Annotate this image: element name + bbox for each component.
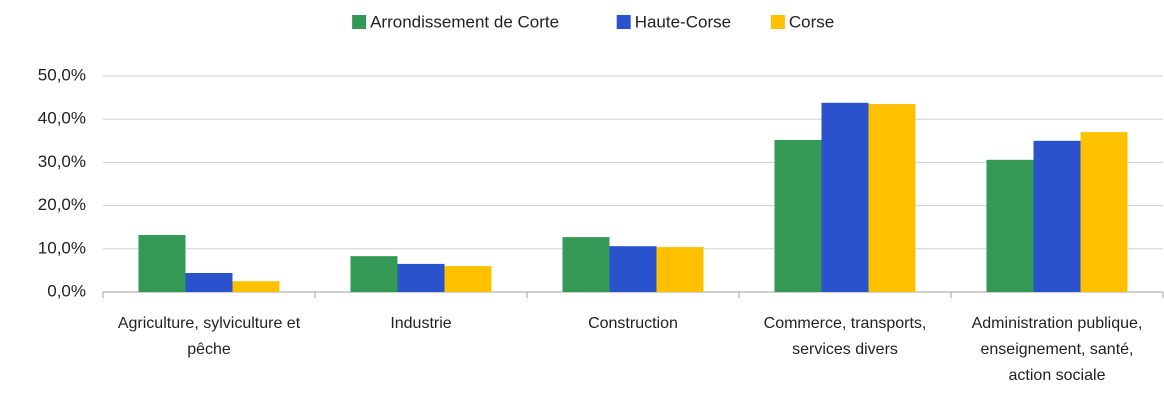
bar (656, 247, 704, 292)
bar (185, 272, 233, 292)
bar (986, 159, 1034, 292)
bar (821, 102, 869, 292)
y-tick-label: 20,0% (38, 195, 86, 214)
x-tick-label: Agriculture, sylviculture et pêche (117, 315, 301, 358)
bar (1033, 140, 1081, 292)
bar (232, 281, 280, 292)
bar (444, 266, 492, 292)
legend-label: Arrondissement de Corte (370, 12, 559, 31)
bar (397, 263, 445, 292)
x-tick-label: Administration publique, enseignement, s… (971, 315, 1143, 384)
legend-swatch (770, 15, 785, 29)
bar (774, 139, 822, 292)
bar (609, 246, 657, 292)
legend-swatch (616, 15, 631, 29)
bar (868, 104, 916, 292)
y-tick-label: 30,0% (38, 152, 86, 171)
x-tick-label: Commerce, transports, services divers (763, 315, 927, 358)
y-tick-label: 0,0% (47, 281, 86, 300)
bar (350, 256, 398, 292)
bar (138, 234, 186, 292)
y-tick-label: 10,0% (38, 238, 86, 257)
legend-label: Corse (789, 12, 834, 31)
x-tick-label: Industrie (390, 315, 452, 332)
bar (1080, 132, 1128, 292)
bar (562, 237, 610, 292)
legend-swatch (352, 15, 367, 29)
y-tick-label: 40,0% (38, 109, 86, 128)
x-tick-label: Construction (588, 315, 678, 332)
y-tick-label: 50,0% (38, 65, 86, 84)
legend-label: Haute-Corse (635, 12, 731, 31)
